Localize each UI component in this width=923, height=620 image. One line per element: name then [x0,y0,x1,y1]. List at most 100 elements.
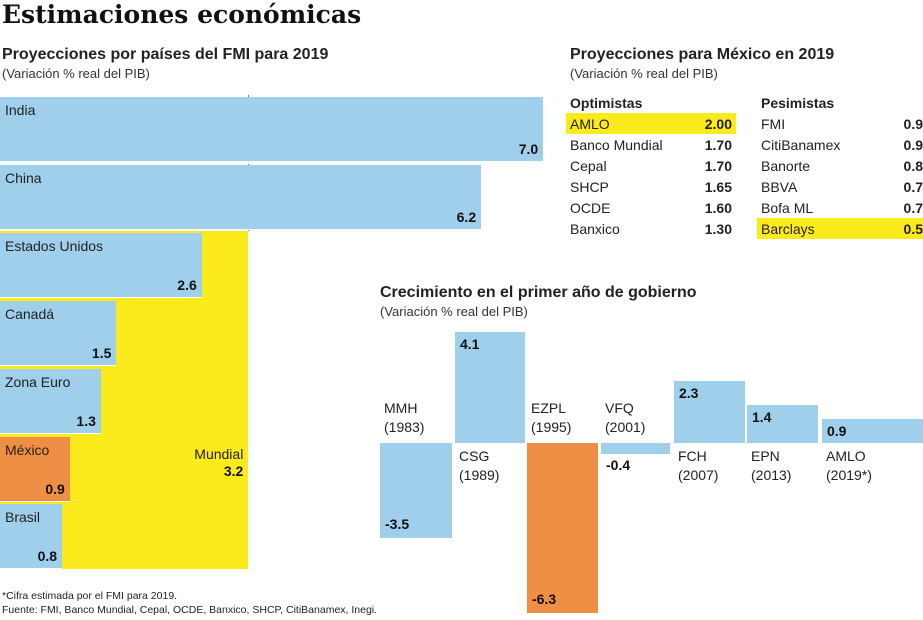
table-row: Barclays 0.5 [757,218,923,239]
data-label: 6.2 [456,208,477,225]
source-cell: OCDE [570,199,611,216]
bar-5 [0,436,70,502]
source-cell: SHCP [570,178,609,195]
value-cell: 1.70 [704,157,732,174]
value-cell: 0.7 [903,178,923,195]
source-cell: BBVA [761,178,798,195]
value-cell: 0.9 [903,136,923,153]
category-label: India [5,102,36,118]
category-label: CSG [459,448,490,464]
countries-chart-title: Proyecciones por países del FMI para 201… [2,46,329,63]
value-cell: 0.7 [903,199,923,216]
source-cell: Banorte [761,157,811,174]
category-label: Zona Euro [5,373,71,390]
bar-2 [0,232,202,298]
reference-line [248,95,250,231]
table-row: Banxico 1.30 [566,218,736,239]
value-cell: 1.60 [704,199,732,216]
data-label: 4.1 [460,336,480,353]
data-label: 0.8 [37,548,58,565]
reference-value: 3.2 [223,463,244,479]
pesimistas-table: Pesimistas FMI 0.9 CitiBanamex 0.9 Banorte 0.8… [757,92,923,239]
category-year: (2013) [751,467,792,483]
data-label: 0.9 [45,480,65,497]
mexico-table-title: Proyecciones para México en 2019 [570,46,835,63]
source-cell: Cepal [570,157,607,174]
table-row: SHCP 1.65 [566,176,736,197]
mexico-table-subtitle: (Variación % real del PIB) [570,66,718,81]
government-chart-title: Crecimiento en el primer año de gobierno [380,284,697,301]
data-label: 2.3 [679,384,699,401]
government-chart-subtitle: (Variación % real del PIB) [380,304,528,319]
value-cell: 2.00 [704,115,732,132]
source-cell: Barclays [761,220,815,237]
category-year: (2007) [678,467,719,483]
bar-2 [527,443,598,614]
source-cell: AMLO [570,115,610,132]
bar-4 [0,368,101,434]
value-cell: 1.30 [704,220,732,237]
category-label: AMLO [826,448,866,464]
category-label: China [5,169,42,186]
table-row: OCDE 1.60 [566,197,736,218]
category-year: (1995) [531,419,572,435]
data-label: -6.3 [532,591,557,608]
source-cell: Bofa ML [761,199,814,216]
bar-5 [747,405,818,443]
source-cell: FMI [761,115,786,132]
footnote: *Cifra estimada por el FMI para 2019. [2,590,178,602]
source: Fuente: FMI, Banco Mundial, Cepal, OCDE,… [2,604,378,616]
category-label: Estados Unidos [5,237,104,254]
bar-3 [0,300,117,366]
table-header: Optimistas [570,94,643,111]
value-cell: 0.8 [903,157,923,174]
bar-0 [0,97,544,162]
category-label: EPN [751,448,780,464]
source-cell: Banco Mundial [570,136,663,153]
bar-0 [380,443,452,538]
data-label: 7.0 [518,141,539,157]
category-label: Canadá [5,305,55,322]
countries-chart-subtitle: (Variación % real del PIB) [2,66,150,81]
value-cell: 0.9 [903,115,923,132]
countries-chart: Mundial 3.2 India 7.0 China 6.2 Estados Unidos… [0,95,544,570]
data-label: 0.9 [827,422,847,439]
data-label: 2.6 [177,276,197,293]
value-cell: 1.65 [704,178,732,195]
data-label: 1.5 [91,344,112,361]
category-year: (1989) [459,467,500,483]
table-row: CitiBanamex 0.9 [757,134,923,155]
bar-6 [822,418,923,443]
data-label: -3.5 [385,515,410,532]
reference-label: Mundial [194,446,244,462]
category-label: México [5,441,50,458]
source-cell: CitiBanamex [761,136,841,153]
table-row: Bofa ML 0.7 [757,197,923,218]
category-label: VFQ [605,400,634,416]
data-label: -0.4 [606,457,631,473]
category-label: EZPL [531,400,567,416]
bar-1 [455,332,525,443]
optimistas-table: Optimistas AMLO 2.00 Banco Mundial 1.70 Cepal… [566,92,736,239]
table-row: Banorte 0.8 [757,155,923,176]
table-row: FMI 0.9 [757,113,923,134]
bar-4 [674,380,745,443]
category-label: MMH [384,400,418,416]
table-header: Pesimistas [761,94,835,111]
category-label: Brasil [5,509,41,526]
table-row: AMLO 2.00 [566,113,736,134]
value-cell: 0.5 [903,220,923,237]
bar-3 [601,443,670,454]
table-row: BBVA 0.7 [757,176,923,197]
table-row: Banco Mundial 1.70 [566,134,736,155]
category-year: (2019*) [826,467,872,483]
page-title: Estimaciones económicas [2,0,362,29]
category-label: FCH [678,448,707,464]
category-year: (2001) [605,419,646,435]
table-row: Cepal 1.70 [566,155,736,176]
data-label: 1.4 [752,409,772,426]
value-cell: 1.70 [704,136,732,153]
data-label: 1.3 [76,412,96,429]
bar-6 [0,504,63,570]
